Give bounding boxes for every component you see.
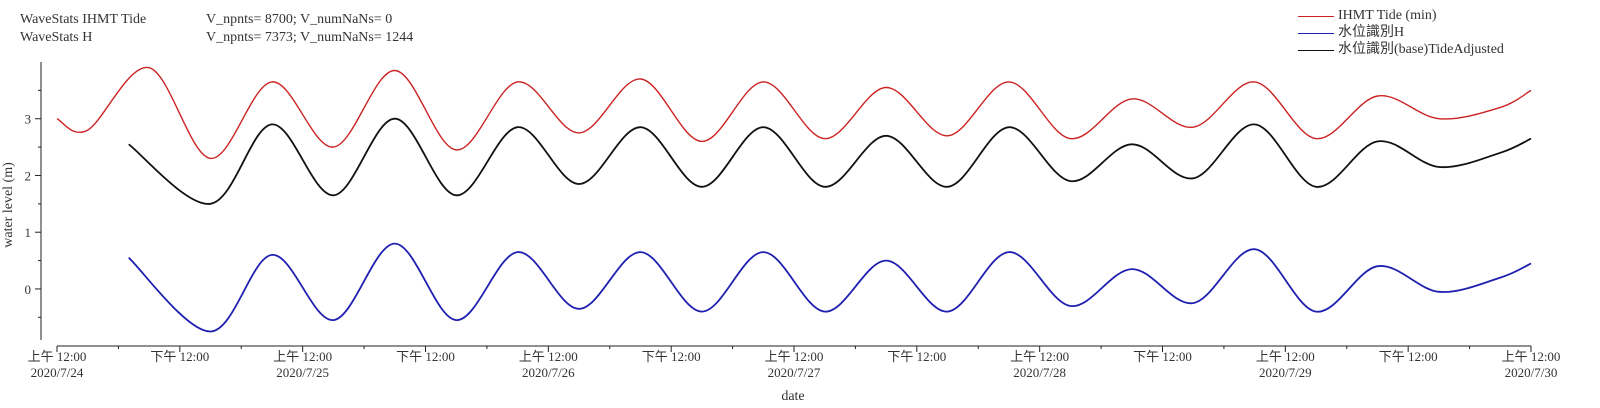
x-tick-label-2: 上午 12:00 [273, 349, 332, 364]
wavestats-h-name: WaveStats H [20, 30, 93, 45]
y-axis: 0 1 2 3 [25, 62, 42, 340]
series-h-line [128, 242, 1532, 333]
legend-label-h: 水位識別H [1338, 25, 1405, 40]
legend-label-adjusted: 水位識別(base)TideAdjusted [1338, 42, 1504, 57]
y-tick-label-2: 2 [25, 168, 32, 183]
x-tick-date-10: 2020/7/29 [1259, 365, 1312, 380]
x-tick-label-5: 下午 12:00 [642, 349, 701, 364]
wavestats-tide-stats-text: V_npnts= 8700; V_numNaNs= 0 [206, 12, 393, 27]
x-tick-date-6: 2020/7/27 [768, 365, 821, 380]
x-tick-label-4: 上午 12:00 [519, 349, 578, 364]
legend-swatch-adjusted [1298, 50, 1334, 51]
y-tick-label-1: 1 [25, 225, 32, 240]
wavestats-h-stats-text: V_npnts= 7373; V_numNaNs= 1244 [206, 30, 414, 45]
y-tick-label-0: 0 [25, 282, 32, 297]
x-tick-date-12: 2020/7/30 [1505, 365, 1558, 380]
x-tick-label-6: 上午 12:00 [765, 349, 824, 364]
x-tick-date-2: 2020/7/25 [276, 365, 329, 380]
wavestats-h-annotation: WaveStats H [20, 30, 92, 46]
y-tick-label-3: 3 [25, 112, 32, 127]
chart-legend: IHMT Tide (min) 水位識別H 水位識別(base)TideAdju… [1298, 8, 1588, 64]
wavestats-tide-name: WaveStats IHMT Tide [20, 12, 147, 27]
legend-label-tide: IHMT Tide (min) [1338, 8, 1437, 23]
x-tick-label-11: 下午 12:00 [1379, 349, 1438, 364]
x-tick-label-1: 下午 12:00 [150, 349, 209, 364]
x-tick-date-4: 2020/7/26 [522, 365, 575, 380]
x-tick-label-12: 上午 12:00 [1502, 349, 1561, 364]
series-tide-line [56, 66, 1532, 160]
x-axis-label: date [781, 389, 804, 404]
y-axis-label: water level (m) [1, 162, 16, 248]
x-tick-label-7: 下午 12:00 [887, 349, 946, 364]
x-tick-label-8: 上午 12:00 [1010, 349, 1069, 364]
x-tick-date-8: 2020/7/28 [1013, 365, 1066, 380]
legend-swatch-h [1298, 33, 1334, 34]
wavestats-h-stats: V_npnts= 7373; V_numNaNs= 1244 [206, 30, 413, 46]
plot-series [56, 66, 1532, 333]
wavestats-tide-annotation: WaveStats IHMT Tide [20, 12, 146, 28]
x-tick-label-0: 上午 12:00 [28, 349, 87, 364]
x-tick-label-3: 下午 12:00 [396, 349, 455, 364]
x-tick-label-10: 上午 12:00 [1256, 349, 1315, 364]
series-adjusted-line [128, 117, 1532, 205]
x-tick-label-9: 下午 12:00 [1133, 349, 1192, 364]
legend-swatch-tide [1298, 16, 1334, 17]
wavestats-tide-stats: V_npnts= 8700; V_numNaNs= 0 [206, 12, 392, 28]
x-tick-date-0: 2020/7/24 [31, 365, 84, 380]
